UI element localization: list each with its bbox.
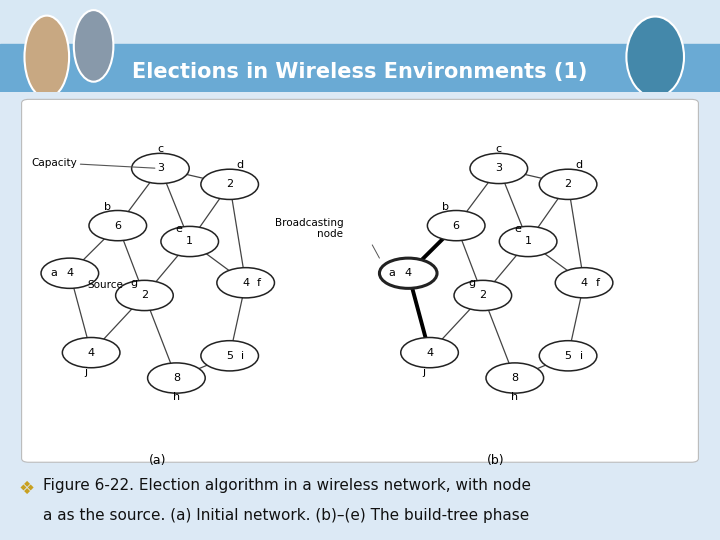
Circle shape: [379, 258, 437, 288]
Text: 4: 4: [426, 348, 433, 357]
Text: h: h: [511, 392, 518, 402]
Text: d: d: [237, 160, 244, 170]
Text: 6: 6: [453, 221, 459, 231]
Text: 5: 5: [564, 351, 572, 361]
Text: 1: 1: [525, 237, 531, 246]
Text: 2: 2: [141, 291, 148, 300]
Bar: [0, 44, 720, 92]
Circle shape: [116, 280, 174, 310]
Text: h: h: [173, 392, 180, 402]
Text: 8: 8: [511, 373, 518, 383]
Circle shape: [555, 268, 613, 298]
Text: 2: 2: [480, 291, 487, 300]
Ellipse shape: [24, 16, 69, 98]
Text: b: b: [104, 201, 111, 212]
Text: (a): (a): [149, 454, 166, 467]
Text: 3: 3: [495, 164, 503, 173]
Text: a: a: [50, 268, 58, 278]
Text: 4: 4: [66, 268, 73, 278]
Circle shape: [454, 280, 512, 310]
Text: e: e: [514, 224, 521, 234]
Text: ❖: ❖: [18, 480, 34, 497]
Text: f: f: [595, 278, 599, 288]
Text: 4: 4: [405, 268, 412, 278]
Text: 4: 4: [88, 348, 95, 357]
Circle shape: [89, 211, 147, 241]
Circle shape: [161, 226, 219, 256]
Circle shape: [401, 338, 459, 368]
Text: Elections in Wireless Environments (1): Elections in Wireless Environments (1): [132, 62, 588, 82]
Circle shape: [428, 211, 485, 241]
Text: 6: 6: [114, 221, 121, 231]
Text: g: g: [130, 278, 138, 288]
Text: d: d: [575, 160, 582, 170]
Text: Source: Source: [88, 280, 124, 289]
Text: b: b: [442, 201, 449, 212]
Circle shape: [217, 268, 274, 298]
Circle shape: [41, 258, 99, 288]
Text: c: c: [496, 144, 502, 154]
Text: Capacity: Capacity: [32, 158, 155, 168]
Circle shape: [500, 226, 557, 256]
Circle shape: [539, 169, 597, 199]
Circle shape: [201, 341, 258, 371]
Text: a: a: [389, 268, 396, 278]
Circle shape: [201, 169, 258, 199]
Text: c: c: [158, 144, 163, 154]
Text: j: j: [84, 367, 87, 377]
Ellipse shape: [626, 17, 684, 97]
Circle shape: [132, 153, 189, 184]
Text: f: f: [257, 278, 261, 288]
Circle shape: [63, 338, 120, 368]
Text: (b): (b): [487, 454, 505, 467]
Text: i: i: [241, 351, 245, 361]
Text: i: i: [580, 351, 583, 361]
Circle shape: [539, 341, 597, 371]
Text: 3: 3: [157, 164, 164, 173]
Text: 5: 5: [226, 351, 233, 361]
Text: 1: 1: [186, 237, 193, 246]
Text: 4: 4: [242, 278, 249, 288]
Text: 2: 2: [226, 179, 233, 190]
Circle shape: [486, 363, 544, 393]
Circle shape: [148, 363, 205, 393]
Text: e: e: [176, 224, 182, 234]
Text: 4: 4: [580, 278, 588, 288]
Text: 2: 2: [564, 179, 572, 190]
Text: g: g: [469, 278, 476, 288]
Text: Figure 6-22. Election algorithm in a wireless network, with node: Figure 6-22. Election algorithm in a wir…: [43, 478, 531, 493]
Text: j: j: [423, 367, 426, 377]
Text: Broadcasting
node: Broadcasting node: [275, 218, 343, 239]
Text: 8: 8: [173, 373, 180, 383]
Text: a as the source. (a) Initial network. (b)–(e) The build-tree phase: a as the source. (a) Initial network. (b…: [43, 508, 529, 523]
Bar: [0, 0, 720, 44]
FancyBboxPatch shape: [22, 99, 698, 462]
Ellipse shape: [74, 10, 114, 82]
Circle shape: [470, 153, 528, 184]
